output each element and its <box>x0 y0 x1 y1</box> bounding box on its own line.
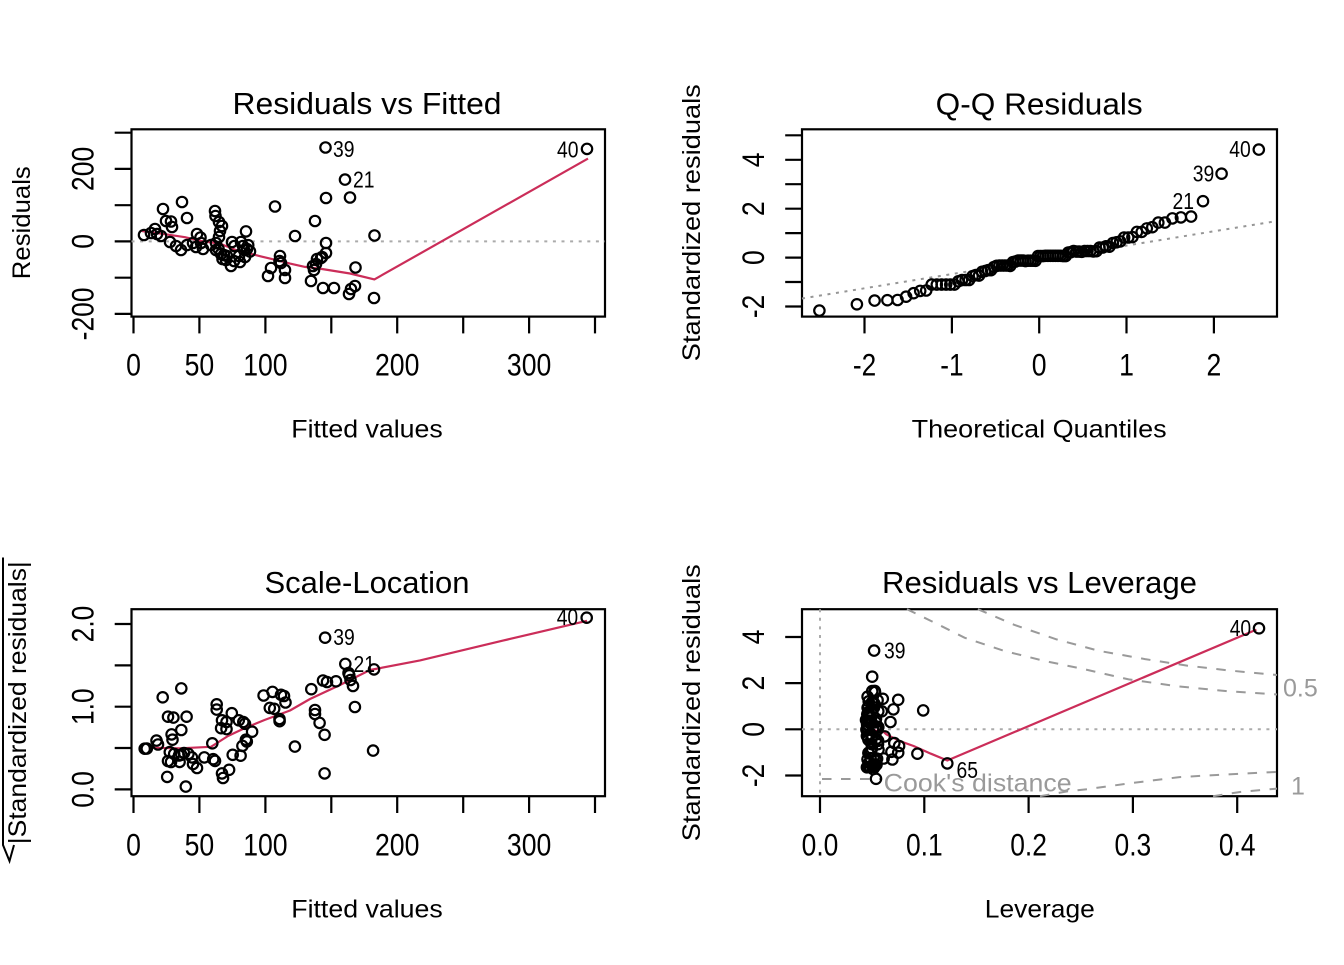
svg-text:-200: -200 <box>65 287 101 340</box>
svg-text:0.0: 0.0 <box>802 826 839 862</box>
svg-text:40: 40 <box>1229 136 1251 162</box>
svg-text:0.5: 0.5 <box>1283 675 1318 703</box>
svg-text:Leverage: Leverage <box>985 896 1095 924</box>
svg-text:200: 200 <box>375 826 419 862</box>
svg-text:Theoretical Quantiles: Theoretical Quantiles <box>912 416 1167 444</box>
svg-text:0.0: 0.0 <box>65 771 101 808</box>
svg-text:0.3: 0.3 <box>1115 826 1152 862</box>
svg-text:50: 50 <box>185 826 215 862</box>
svg-text:Fitted values: Fitted values <box>291 416 443 444</box>
svg-text:Q-Q Residuals: Q-Q Residuals <box>936 87 1143 122</box>
svg-text:1: 1 <box>1119 346 1134 382</box>
svg-text:0: 0 <box>735 722 771 737</box>
svg-text:-2: -2 <box>853 346 876 382</box>
svg-text:21: 21 <box>353 166 375 192</box>
svg-text:21: 21 <box>1173 188 1195 214</box>
svg-text:40: 40 <box>557 136 579 162</box>
svg-text:0: 0 <box>126 826 141 862</box>
svg-text:-1: -1 <box>940 346 963 382</box>
svg-text:50: 50 <box>185 346 215 382</box>
svg-text:1.0: 1.0 <box>65 688 101 725</box>
svg-text:4: 4 <box>735 152 771 167</box>
svg-text:Residuals vs Fitted: Residuals vs Fitted <box>233 86 502 121</box>
svg-text:|Standardized residuals|: |Standardized residuals| <box>4 561 32 844</box>
svg-text:0.1: 0.1 <box>906 826 943 862</box>
svg-text:0: 0 <box>1032 346 1047 382</box>
svg-text:65: 65 <box>957 757 979 783</box>
svg-text:21: 21 <box>354 651 376 677</box>
svg-text:0: 0 <box>735 250 771 265</box>
svg-text:Residuals: Residuals <box>8 166 36 279</box>
svg-text:2: 2 <box>735 676 771 691</box>
svg-text:2.0: 2.0 <box>65 606 101 643</box>
svg-text:0.2: 0.2 <box>1010 826 1047 862</box>
svg-text:39: 39 <box>333 624 355 650</box>
svg-text:0: 0 <box>126 346 141 382</box>
svg-text:2: 2 <box>1207 346 1222 382</box>
svg-text:40: 40 <box>1230 615 1252 641</box>
svg-text:100: 100 <box>243 826 287 862</box>
svg-text:39: 39 <box>1193 161 1215 187</box>
svg-text:Cook's distance: Cook's distance <box>884 769 1072 797</box>
svg-text:4: 4 <box>735 630 771 645</box>
svg-text:Residuals vs Leverage: Residuals vs Leverage <box>882 565 1197 600</box>
svg-text:39: 39 <box>333 136 355 162</box>
svg-text:Standardized residuals: Standardized residuals <box>678 84 706 361</box>
svg-text:Fitted values: Fitted values <box>291 896 443 924</box>
svg-text:0: 0 <box>65 234 101 249</box>
svg-text:-2: -2 <box>735 295 771 318</box>
svg-text:1: 1 <box>1291 773 1305 801</box>
svg-text:-2: -2 <box>735 764 771 787</box>
svg-text:300: 300 <box>507 826 551 862</box>
svg-text:0.4: 0.4 <box>1219 826 1256 862</box>
svg-text:Scale-Location: Scale-Location <box>265 565 470 600</box>
svg-text:2: 2 <box>735 201 771 216</box>
svg-text:300: 300 <box>507 346 551 382</box>
svg-text:39: 39 <box>884 638 906 664</box>
svg-text:Standardized residuals: Standardized residuals <box>678 564 706 841</box>
svg-text:100: 100 <box>243 346 287 382</box>
svg-text:200: 200 <box>65 147 101 191</box>
svg-text:40: 40 <box>557 604 579 630</box>
svg-text:200: 200 <box>375 346 419 382</box>
